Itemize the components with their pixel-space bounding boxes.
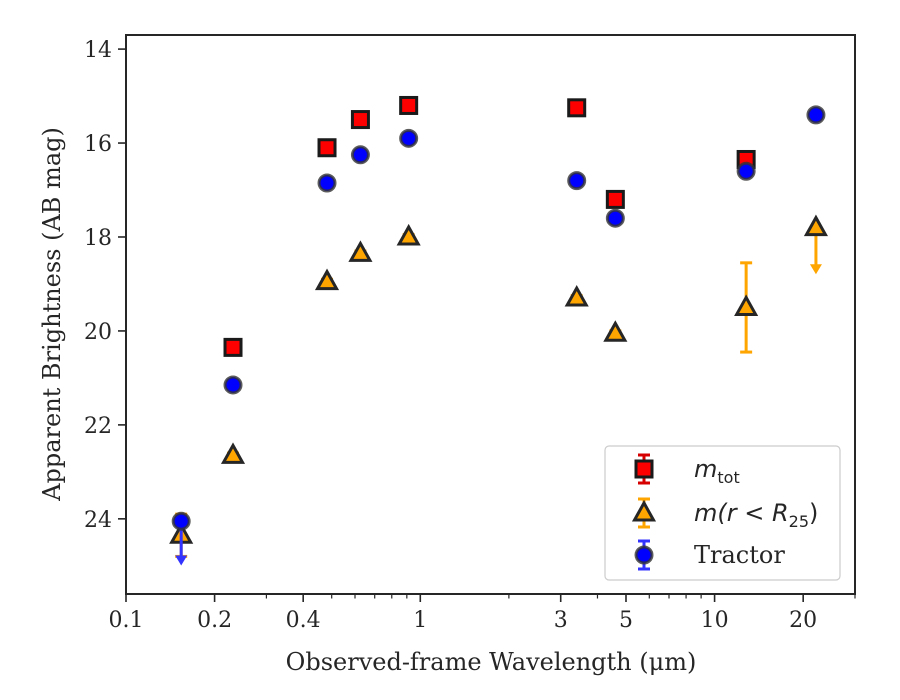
data-point-circle (223, 375, 243, 395)
legend-entry: mtot (634, 453, 740, 487)
data-point-circle (806, 105, 826, 125)
x-tick-label: 0.2 (197, 608, 232, 633)
legend-entry: Tractor (634, 539, 785, 571)
x-tick-label: 0.4 (286, 608, 321, 633)
y-axis: 14 16 18 20 22 24 (84, 38, 126, 533)
data-point-square (399, 95, 419, 115)
legend-label-sub: 25 (789, 512, 809, 531)
data-point-circle (317, 173, 337, 193)
data-point-triangle (734, 294, 759, 316)
legend-marker-triangle (631, 499, 657, 522)
data-point-triangle (803, 214, 828, 237)
legend: mtot m(r < R25) Tractor (604, 445, 841, 581)
data-point-triangle (396, 223, 421, 246)
x-tick-label: 10 (701, 608, 729, 633)
data-point-circle (605, 208, 625, 228)
x-tick-label: 1 (413, 608, 427, 633)
data-point-circle (567, 171, 587, 191)
data-point-square (317, 138, 337, 158)
y-tick-label: 24 (84, 508, 112, 533)
series-layer (169, 95, 828, 566)
data-point-triangle (564, 284, 589, 307)
series-circle (171, 105, 826, 566)
series-square (223, 95, 756, 357)
data-point-circle (350, 145, 370, 165)
legend-box (604, 445, 841, 581)
y-axis-label: Apparent Brightness (AB mag) (38, 127, 66, 502)
legend-label: mtot (694, 455, 740, 487)
upper-limit-arrow (175, 555, 188, 566)
data-point-square (605, 189, 625, 209)
data-point-square (350, 110, 370, 130)
x-axis: 0.1 0.2 0.4 1 3 5 10 20 (109, 594, 856, 633)
legend-label-main: m(r < R (694, 499, 789, 527)
x-tick-label: 5 (619, 608, 633, 633)
y-tick-label: 22 (84, 414, 112, 439)
series-triangle (169, 214, 828, 558)
x-axis-label: Observed-frame Wavelength (μm) (286, 648, 697, 676)
data-point-square (567, 98, 587, 118)
data-point-circle (736, 161, 756, 181)
legend-label-main: m (694, 455, 717, 483)
data-point-circle (171, 511, 191, 531)
y-tick-label: 16 (84, 132, 112, 157)
y-tick-label: 20 (84, 320, 112, 345)
legend-entry: m(r < R25) (631, 497, 818, 531)
legend-label-close: ) (809, 499, 818, 527)
upper-limit-arrow (809, 264, 822, 275)
data-point-triangle (348, 240, 373, 262)
legend-marker-square (634, 459, 654, 479)
x-tick-label: 0.1 (109, 608, 144, 633)
legend-label-sub: tot (717, 468, 739, 487)
y-tick-label: 18 (84, 226, 112, 251)
y-tick-label: 14 (84, 38, 112, 63)
data-point-square (223, 337, 243, 357)
legend-label: Tractor (694, 541, 785, 569)
data-point-triangle (220, 442, 246, 464)
data-point-triangle (314, 268, 340, 291)
data-point-circle (399, 128, 419, 148)
legend-marker-circle (634, 545, 654, 565)
x-tick-label: 3 (554, 608, 568, 633)
x-tick-label: 20 (789, 608, 817, 633)
data-point-triangle (603, 320, 628, 342)
legend-label: m(r < R25) (694, 499, 818, 531)
